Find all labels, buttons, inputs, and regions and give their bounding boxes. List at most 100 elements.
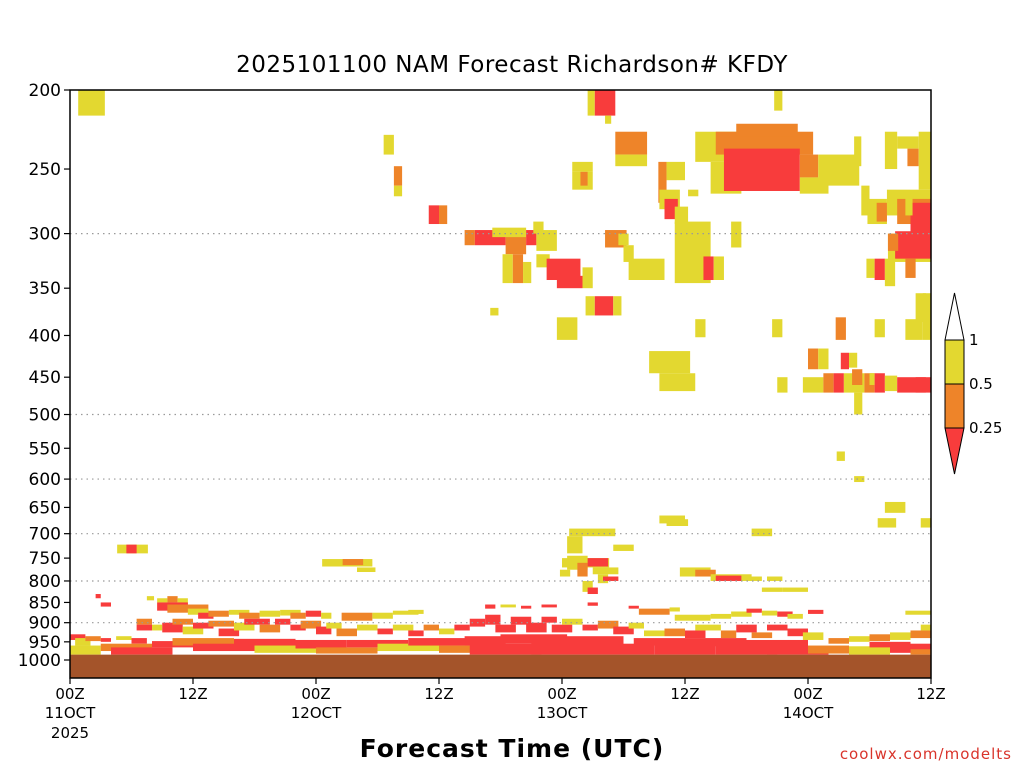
ri-cell-high [861,185,870,216]
ri-cell-high [78,90,105,116]
y-tick-label-1000: 1000 [18,651,61,671]
ri-cell-high [849,646,890,655]
ri-cell-high [854,392,863,415]
ri-cell-high [75,638,91,646]
ri-cell-high [772,319,783,338]
ri-cell-low [485,614,501,625]
legend-bin-0.5-1 [944,339,965,385]
ri-cell-low [715,643,778,655]
legend-bin-above-1 [944,292,965,341]
y-tick-label-600: 600 [29,470,61,490]
x-tick-date: 11OCT [45,704,96,722]
ri-cell-high [761,610,778,616]
ri-cell-high [182,626,204,635]
ri-cell-low [897,377,931,393]
ri-cell-mid [239,612,260,619]
ri-cell-low [541,604,557,608]
ri-cell-high [884,501,906,513]
ri-cell-mid [823,373,834,393]
y-tick-label-250: 250 [29,160,61,180]
ri-cell-mid [887,233,899,251]
y-tick-label-400: 400 [29,326,61,346]
ri-cell-low [305,610,322,617]
ri-cell-low [500,634,568,644]
ri-cell-high [177,598,188,605]
ri-cell-high [922,293,931,340]
ri-cell-mid [638,608,670,615]
y-tick-label-650: 650 [29,498,61,518]
ri-cell-high [918,131,931,190]
ri-cell-high [777,377,788,393]
ri-cell-high [695,319,706,338]
x-tick-date: 14OCT [783,704,834,722]
ri-cell-high [869,373,875,385]
ri-cell-high [659,373,696,392]
ri-cell-low [587,587,598,595]
ri-cell-low [746,639,808,649]
ri-cell-low [70,634,86,640]
x-tick-label: 00Z [547,685,576,703]
ri-cell-high [392,610,419,615]
ri-cell-low [767,647,829,655]
ri-cell-high [674,206,689,225]
ri-cell-high [259,610,281,617]
ri-cell-low [562,636,624,645]
ri-cell-low [594,296,614,316]
ri-cell-mid [615,131,648,155]
ri-cell-high [562,618,583,625]
ri-cell-low [295,639,347,649]
ri-cell-high [774,90,783,111]
ri-cell-low [275,618,291,625]
ri-cell-low [833,373,844,393]
ri-cell-low [587,558,609,567]
ri-cell-low [664,198,678,220]
ri-cell-low [587,602,598,606]
ri-cell-mid [172,638,234,646]
ri-cell-low [915,377,926,393]
ri-cell-low [162,622,183,633]
ri-cell-high [623,245,634,262]
ri-cell-high [152,624,163,631]
ri-cell-low [777,611,793,617]
ri-cell-high [818,154,860,186]
ri-cell-high [897,136,919,149]
ri-cell-high [782,587,808,592]
y-tick-label-750: 750 [29,549,61,569]
ri-cell-low [193,643,255,652]
ri-cell-high [669,607,680,612]
ri-cell-high [234,622,255,631]
ri-cell-low [126,544,137,554]
ri-cell-low [874,258,885,281]
ri-cell-mid [85,636,101,642]
ri-cell-high [920,624,931,631]
ri-cell-high [326,622,342,629]
x-axis-title: Forecast Time (UTC) [359,734,665,763]
ri-cell-low [193,622,214,629]
richardson-cells [70,90,931,655]
watermark: coolwx.com/modelts [839,745,1012,763]
ri-cell-low [244,618,270,625]
ri-cell-mid [393,166,403,186]
legend-label-0.5: 0.5 [969,375,993,393]
ri-cell-high [556,317,578,340]
ri-cell-low [526,622,547,633]
ri-cell-low [703,256,714,281]
ri-cell-low [685,638,747,647]
legend-bin-0.25-0.5 [944,383,965,429]
ri-cell-high [585,296,595,316]
ri-cell-low [628,605,639,609]
ri-cell-high [615,154,648,167]
ri-cell-high [116,636,132,640]
ri-cell-low [408,638,470,646]
ri-cell-low [594,90,616,116]
plot-frame [69,89,932,679]
y-tick-label-950: 950 [29,633,61,653]
ri-cell-low [736,624,757,633]
ri-cell-low [767,624,788,631]
ri-cell-high [802,377,824,393]
ri-cell-low [464,636,506,646]
ri-cell-low [890,643,931,653]
ri-cell-high [377,643,439,652]
ri-cell-low [111,647,173,655]
ri-cell-low [531,641,603,655]
